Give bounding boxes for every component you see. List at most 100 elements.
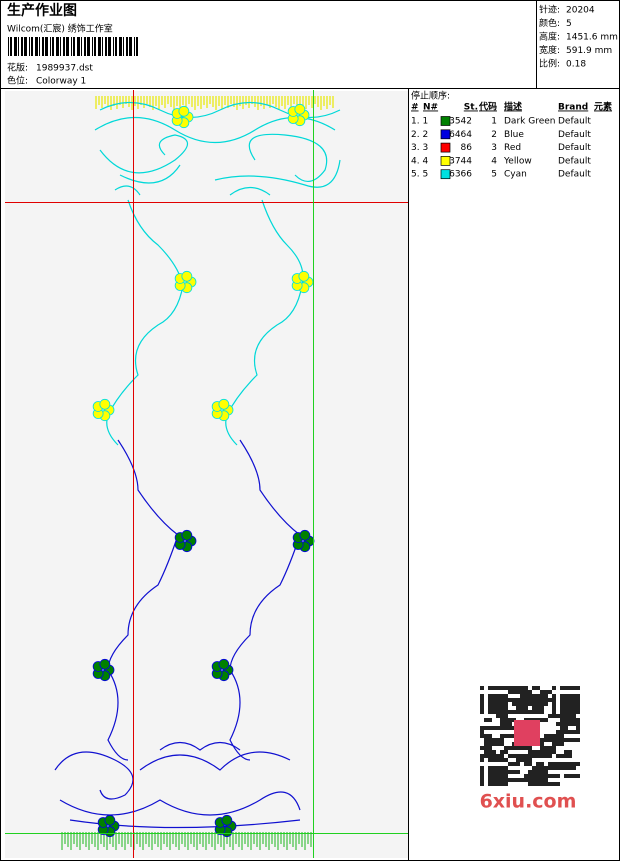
qr-module	[564, 726, 568, 730]
qr-module	[520, 754, 524, 758]
qr-module	[532, 694, 536, 698]
qr-module	[508, 770, 512, 774]
qr-module	[480, 734, 484, 738]
qr-module	[500, 710, 504, 714]
qr-module	[488, 738, 492, 742]
qr-module	[488, 706, 492, 710]
qr-module	[536, 710, 540, 714]
petal	[218, 398, 230, 410]
qr-module	[500, 770, 504, 774]
bar	[115, 37, 117, 56]
qr-module	[576, 738, 580, 742]
qr-module	[540, 774, 544, 778]
qr-module	[540, 742, 544, 746]
stop-table: # N# St. 代码 描述 Brand 元素1. 1 3542 1 Dark Green Defa…	[411, 101, 612, 180]
qr-module	[552, 762, 556, 766]
petal	[99, 398, 111, 410]
bar	[102, 37, 103, 56]
qr-module	[528, 782, 532, 786]
qr-module	[536, 762, 540, 766]
qr-module	[540, 762, 544, 766]
bar	[52, 37, 54, 56]
qr-module	[496, 698, 500, 702]
qr-module	[508, 718, 512, 722]
qr-module	[556, 762, 560, 766]
qr-module	[512, 698, 516, 702]
qr-module	[492, 694, 496, 698]
qr-module	[560, 726, 564, 730]
swatch	[440, 129, 451, 140]
qr-module	[560, 698, 564, 702]
qr-module	[488, 694, 492, 698]
qr-module	[564, 750, 568, 754]
qr-module	[500, 694, 504, 698]
qr-module	[488, 686, 492, 690]
bar	[66, 37, 69, 56]
brand: Default	[558, 117, 591, 127]
qr-module	[524, 746, 528, 750]
qr-module	[500, 706, 504, 710]
qr-module	[564, 702, 568, 706]
qr-module	[576, 698, 580, 702]
qr-module	[524, 762, 528, 766]
qr-module	[496, 710, 500, 714]
qr-module	[520, 746, 524, 750]
qr-module	[500, 738, 504, 742]
bar	[14, 37, 17, 56]
qr-module	[484, 734, 488, 738]
qr-module	[560, 702, 564, 706]
qr-module	[504, 750, 508, 754]
qr-module	[520, 778, 524, 782]
qr-module	[524, 778, 528, 782]
qr-module	[552, 746, 556, 750]
row-index: 1. 1	[411, 117, 428, 127]
qr-module	[488, 750, 492, 754]
qr-module	[488, 718, 492, 722]
bar	[108, 37, 111, 56]
qr-module	[564, 718, 568, 722]
qr-module	[528, 750, 532, 754]
qr-module	[496, 738, 500, 742]
swatch	[440, 142, 451, 153]
qr-module	[532, 710, 536, 714]
info-label: 针迹:	[539, 4, 560, 16]
info-label: 比例:	[539, 58, 560, 70]
qr-module	[564, 706, 568, 710]
qr-module	[560, 762, 564, 766]
qr-module	[528, 710, 532, 714]
qr-module	[500, 734, 504, 738]
bar	[31, 37, 33, 56]
qr-module	[524, 758, 528, 762]
qr-module	[480, 754, 484, 758]
qr-module	[536, 766, 540, 770]
qr-module	[488, 742, 492, 746]
qr-module	[508, 778, 512, 782]
colorway-label: 色位:	[7, 75, 28, 87]
qr-module	[556, 714, 560, 718]
qr-module	[540, 754, 544, 758]
qr-module	[504, 686, 508, 690]
studio: Wilcom(汇宸) 绣饰工作室	[7, 23, 113, 35]
qr-module	[572, 714, 576, 718]
qr-module	[532, 750, 536, 754]
design-label: 花版:	[7, 62, 28, 74]
qr-module	[552, 714, 556, 718]
qr-module	[496, 706, 500, 710]
qr-module	[552, 702, 556, 706]
qr-module	[576, 702, 580, 706]
title: 生产作业图	[7, 2, 77, 19]
qr-module	[496, 758, 500, 762]
qr-module	[504, 766, 508, 770]
bar	[56, 37, 59, 56]
qr-module	[500, 686, 504, 690]
qr-module	[544, 774, 548, 778]
qr-module	[524, 686, 528, 690]
qr-module	[504, 782, 508, 786]
qr-module	[488, 702, 492, 706]
qr-module	[492, 774, 496, 778]
qr-module	[532, 702, 536, 706]
qr-module	[508, 690, 512, 694]
qr-module	[544, 766, 548, 770]
bar	[29, 37, 30, 56]
qr-module	[544, 702, 548, 706]
